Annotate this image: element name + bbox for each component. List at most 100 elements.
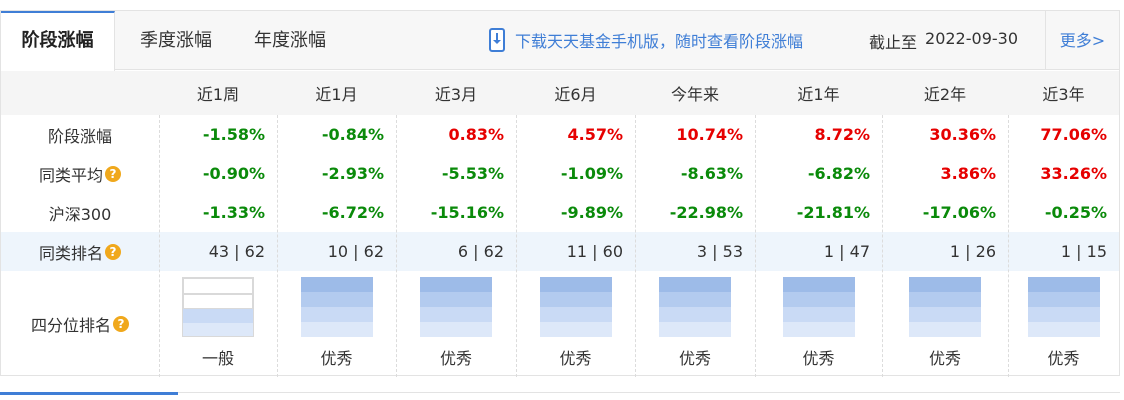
as-of-date: 截止至 2022-09-30 bbox=[869, 29, 1018, 53]
column-header: 今年来 bbox=[670, 85, 719, 104]
quartile-segment bbox=[909, 322, 981, 337]
table-header-row: 近1周 近1月 近3月 近6月 今年来 近1年 近2年 近3年 bbox=[1, 71, 1119, 115]
column-header: 近3月 bbox=[434, 85, 478, 104]
quartile-label: 优秀 bbox=[928, 349, 961, 368]
quartile-label: 优秀 bbox=[802, 349, 835, 368]
quartile-cell: 优秀 bbox=[396, 271, 516, 377]
tab-bar: 阶段涨幅 季度涨幅 年度涨幅 下载天天基金手机版，随时查看阶段涨幅 截止至 20… bbox=[1, 11, 1119, 71]
as-of-label: 截止至 bbox=[869, 33, 918, 52]
quartile-row: 四分位排名? 一般 优秀 优秀 优秀 优秀 优秀 优秀 优秀 bbox=[1, 271, 1119, 377]
quartile-bar bbox=[182, 277, 254, 337]
quartile-segment bbox=[420, 277, 492, 292]
rank-row: 同类排名? 43 | 62 10 | 62 6 | 62 11 | 60 3 | 53 1… bbox=[1, 232, 1119, 271]
rank-value: 1 | 15 bbox=[1060, 242, 1107, 261]
return-value: 30.36% bbox=[929, 125, 996, 144]
quartile-segment bbox=[909, 292, 981, 307]
rank-value: 11 | 60 bbox=[566, 242, 623, 261]
table-row: 阶段涨幅 -1.58% -0.84% 0.83% 4.57% 10.74% 8.72% 30.… bbox=[1, 115, 1119, 154]
rank-value: 3 | 53 bbox=[696, 242, 743, 261]
quartile-segment bbox=[659, 277, 731, 292]
quartile-cell: 优秀 bbox=[277, 271, 396, 377]
quartile-segment bbox=[909, 307, 981, 322]
return-value: 0.83% bbox=[448, 125, 504, 144]
column-header: 近1周 bbox=[196, 85, 240, 104]
rank-value: 10 | 62 bbox=[327, 242, 384, 261]
tab-stage-return[interactable]: 阶段涨幅 bbox=[1, 11, 115, 71]
return-value: -9.89% bbox=[560, 203, 623, 222]
column-header: 近1月 bbox=[315, 85, 358, 104]
return-value: -1.58% bbox=[202, 125, 265, 144]
column-header: 近3年 bbox=[1042, 85, 1085, 104]
next-section-bar bbox=[0, 392, 1120, 400]
table-row: 同类平均? -0.90% -2.93% -5.53% -1.09% -8.63% -6.82… bbox=[1, 154, 1119, 193]
return-table: 近1周 近1月 近3月 近6月 今年来 近1年 近2年 近3年 阶段涨幅 -1.58% -0.84… bbox=[1, 71, 1119, 377]
quartile-bar bbox=[420, 277, 492, 337]
quartile-cell: 优秀 bbox=[516, 271, 635, 377]
quartile-cell: 优秀 bbox=[635, 271, 755, 377]
quartile-label: 优秀 bbox=[559, 349, 592, 368]
quartile-cell: 优秀 bbox=[882, 271, 1008, 377]
help-icon[interactable]: ? bbox=[113, 316, 129, 332]
return-value: 10.74% bbox=[676, 125, 743, 144]
return-value: -2.93% bbox=[321, 164, 384, 183]
help-icon[interactable]: ? bbox=[105, 243, 121, 260]
download-app-link[interactable]: 下载天天基金手机版，随时查看阶段涨幅 bbox=[489, 27, 803, 53]
quartile-bar bbox=[782, 277, 855, 337]
quartile-segment bbox=[539, 307, 612, 322]
help-icon[interactable]: ? bbox=[105, 165, 121, 182]
header-corner bbox=[1, 71, 159, 115]
tab-annual-return[interactable]: 年度涨幅 bbox=[254, 30, 326, 51]
quartile-segment bbox=[183, 322, 253, 336]
next-section-accent bbox=[0, 392, 178, 395]
quartile-segment bbox=[782, 322, 855, 337]
column-header: 近1年 bbox=[797, 85, 840, 104]
quartile-segment bbox=[909, 277, 981, 292]
return-value: -0.25% bbox=[1044, 203, 1107, 222]
quartile-segment bbox=[300, 322, 373, 337]
quartile-segment bbox=[420, 292, 492, 307]
quartile-segment bbox=[659, 307, 731, 322]
column-header: 近2年 bbox=[923, 85, 967, 104]
quartile-label: 优秀 bbox=[1047, 349, 1080, 368]
return-value: 77.06% bbox=[1040, 125, 1107, 144]
table-row: 沪深300 -1.33% -6.72% -15.16% -9.89% -22.98% -21… bbox=[1, 193, 1119, 232]
quartile-label: 优秀 bbox=[439, 349, 472, 368]
quartile-label: 优秀 bbox=[678, 349, 711, 368]
return-value: -22.98% bbox=[669, 203, 743, 222]
quartile-label: 一般 bbox=[201, 349, 234, 368]
quartile-segment bbox=[183, 293, 253, 309]
quartile-segment bbox=[420, 307, 492, 322]
return-value: -0.90% bbox=[202, 164, 265, 183]
row-label: 同类平均? bbox=[1, 154, 159, 193]
quartile-segment bbox=[1027, 292, 1100, 307]
as-of-value: 2022-09-30 bbox=[925, 29, 1018, 48]
quartile-bar bbox=[1027, 277, 1100, 337]
rank-value: 6 | 62 bbox=[457, 242, 504, 261]
quartile-segment bbox=[659, 292, 731, 307]
return-value: 3.86% bbox=[940, 164, 996, 183]
tab-quarter-return[interactable]: 季度涨幅 bbox=[140, 30, 212, 51]
quartile-segment bbox=[300, 277, 373, 292]
quartile-cell: 优秀 bbox=[1008, 271, 1119, 377]
quartile-segment bbox=[1027, 277, 1100, 292]
rank-value: 43 | 62 bbox=[208, 242, 265, 261]
column-header: 近6月 bbox=[554, 85, 597, 104]
quartile-segment bbox=[782, 292, 855, 307]
rank-value: 1 | 26 bbox=[949, 242, 996, 261]
return-value: 4.57% bbox=[567, 125, 623, 144]
quartile-segment bbox=[183, 278, 253, 294]
quartile-bar bbox=[909, 277, 981, 337]
more-link[interactable]: 更多> bbox=[1045, 11, 1119, 70]
quartile-segment bbox=[300, 307, 373, 322]
quartile-cell: 优秀 bbox=[755, 271, 882, 377]
quartile-segment bbox=[539, 277, 612, 292]
row-label: 阶段涨幅 bbox=[47, 126, 112, 146]
phone-download-icon bbox=[489, 28, 505, 52]
quartile-cell: 一般 bbox=[159, 271, 277, 377]
return-value: -1.09% bbox=[560, 164, 623, 183]
return-value: 8.72% bbox=[814, 125, 870, 144]
quartile-segment bbox=[539, 292, 612, 307]
return-value: -15.16% bbox=[430, 203, 504, 222]
return-value: -1.33% bbox=[202, 203, 265, 222]
quartile-segment bbox=[183, 309, 253, 323]
